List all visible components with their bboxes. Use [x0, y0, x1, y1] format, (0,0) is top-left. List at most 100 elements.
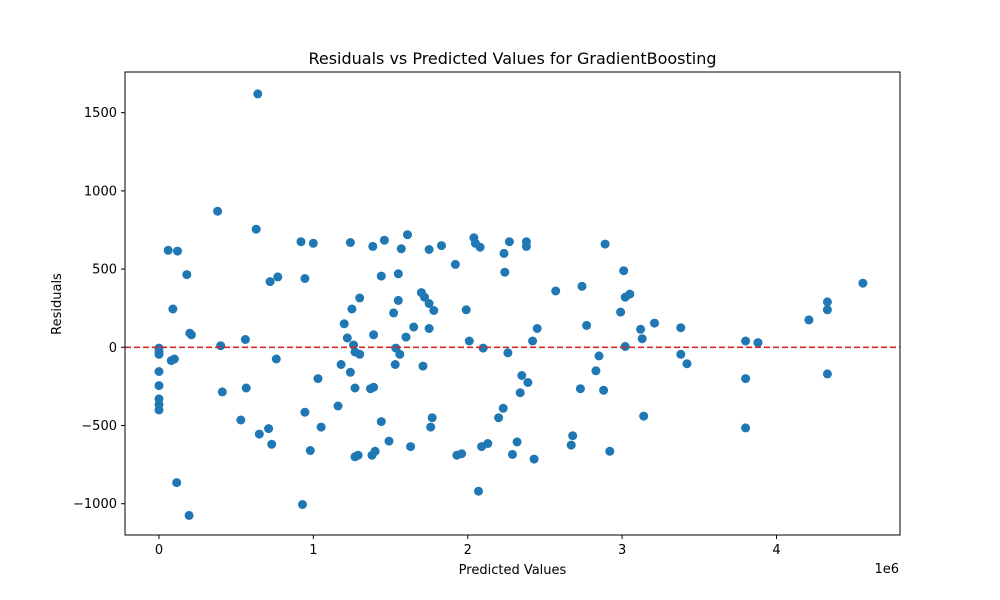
data-point [379, 235, 389, 245]
data-point [494, 413, 504, 423]
data-point [616, 307, 626, 317]
data-point [333, 401, 343, 411]
data-point [409, 322, 419, 332]
data-point [241, 383, 251, 393]
data-point [741, 336, 751, 346]
data-point [393, 295, 403, 305]
data-point [532, 324, 542, 333]
data-point [575, 384, 585, 394]
data-point [403, 230, 412, 240]
data-point [169, 354, 179, 364]
y-tick-label: −1000 [73, 497, 117, 512]
data-point [478, 343, 488, 353]
data-point [401, 332, 411, 342]
data-point [600, 239, 610, 249]
x-axis-ticks: 0 1 2 3 4 [155, 535, 781, 558]
data-point [168, 304, 178, 314]
data-point [676, 349, 686, 359]
data-point [457, 449, 467, 459]
data-point [184, 510, 194, 520]
data-point [395, 349, 405, 359]
data-point [517, 371, 527, 380]
data-point [426, 422, 436, 432]
x-tick-label: 3 [618, 543, 626, 558]
data-point [523, 378, 533, 387]
data-point [182, 270, 192, 280]
data-point [254, 429, 264, 439]
data-point [390, 360, 400, 369]
data-point [474, 486, 483, 496]
data-point [568, 431, 578, 441]
data-point [355, 293, 365, 303]
y-tick-label: 500 [92, 263, 117, 278]
data-point [216, 341, 226, 351]
data-point [298, 500, 307, 509]
scatter-points [154, 89, 868, 520]
data-point [347, 304, 357, 314]
data-point [339, 319, 349, 329]
data-point [154, 349, 164, 359]
data-point [384, 436, 394, 446]
data-point [406, 442, 416, 452]
data-point [369, 382, 379, 392]
data-point [336, 360, 346, 369]
data-point [498, 403, 508, 413]
chart-title: Residuals vs Predicted Values for Gradie… [308, 49, 716, 68]
data-point [154, 405, 164, 415]
data-point [389, 308, 399, 318]
data-point [582, 320, 592, 330]
data-point [253, 89, 263, 99]
data-point [217, 387, 227, 397]
data-point [504, 237, 514, 247]
data-point [566, 440, 576, 450]
data-point [858, 278, 868, 288]
y-tick-label: 1500 [84, 106, 117, 121]
x-axis-label: Predicted Values [459, 563, 567, 578]
data-point [420, 292, 429, 302]
data-point [741, 423, 751, 433]
data-point [376, 417, 386, 427]
plot-area [125, 72, 900, 535]
x-tick-label: 2 [464, 543, 472, 558]
x-axis-offset-text: 1e6 [874, 562, 899, 577]
plot-frame [124, 71, 901, 536]
data-point [345, 367, 355, 377]
data-point [313, 374, 323, 384]
data-point [163, 245, 173, 255]
data-point [753, 338, 763, 348]
data-point [296, 237, 306, 247]
data-point [396, 244, 406, 254]
data-point [503, 348, 513, 358]
y-axis-ticks: −1000 −500 0 500 1000 1500 [73, 106, 125, 512]
data-point [236, 415, 246, 425]
data-point [637, 334, 647, 344]
data-point [427, 413, 437, 423]
data-point [636, 324, 646, 334]
data-point [676, 323, 686, 333]
data-point [594, 351, 604, 361]
data-point [591, 366, 601, 376]
data-point [639, 411, 649, 421]
data-point [308, 238, 318, 248]
y-axis-label: Residuals [50, 273, 65, 335]
data-point [650, 318, 659, 328]
data-point [464, 336, 474, 346]
data-point [822, 369, 832, 379]
data-point [424, 299, 434, 308]
y-tick-label: 0 [109, 341, 117, 356]
data-point [682, 359, 692, 369]
data-point [804, 315, 814, 325]
data-point [154, 367, 164, 376]
data-point [265, 277, 275, 287]
data-point [429, 306, 439, 315]
data-point [264, 424, 274, 434]
data-point [355, 349, 365, 359]
data-point [528, 336, 538, 346]
data-point [515, 388, 525, 398]
y-tick-label: −500 [81, 419, 117, 434]
data-point [529, 454, 539, 464]
data-point [508, 449, 517, 459]
data-point [822, 297, 832, 307]
y-tick-label: 1000 [84, 184, 117, 199]
